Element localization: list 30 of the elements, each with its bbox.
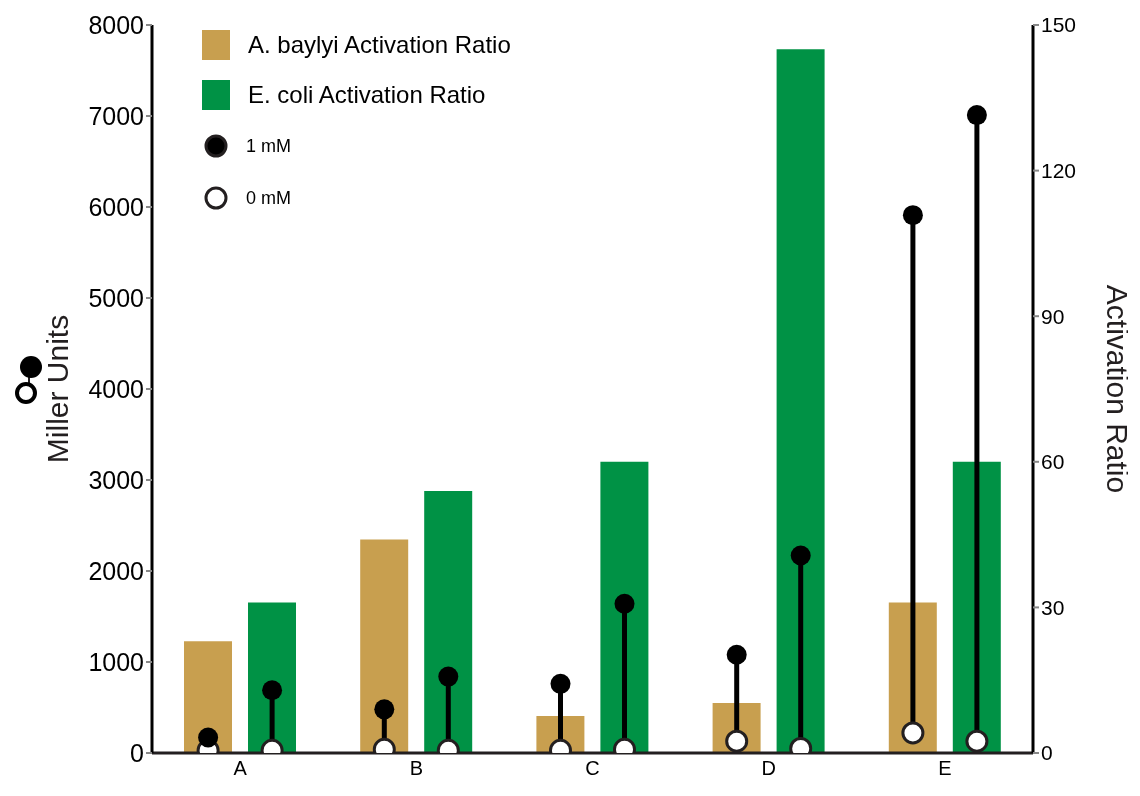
bar bbox=[360, 539, 409, 753]
y-axis-title: Miller Units bbox=[40, 314, 74, 464]
y-tick-label: 0 bbox=[130, 738, 144, 767]
x-tick-label: D bbox=[761, 757, 776, 780]
y2-tick-label: 0 bbox=[1041, 741, 1053, 765]
y2-tick-label: 150 bbox=[1041, 13, 1077, 37]
y-tick-label: 1000 bbox=[88, 647, 144, 676]
y-tick-label: 6000 bbox=[88, 192, 144, 221]
x-tick-label: C bbox=[585, 757, 600, 780]
y-tick-label: 5000 bbox=[88, 283, 144, 312]
legend-label: 1 mM bbox=[246, 135, 291, 157]
x-tick-label: B bbox=[409, 757, 423, 780]
x-tick-label: E bbox=[938, 757, 952, 780]
bar bbox=[424, 490, 473, 753]
y-tick-label: 3000 bbox=[88, 465, 144, 494]
y2-tick-label: 60 bbox=[1041, 450, 1065, 474]
bar bbox=[776, 49, 825, 753]
y-tick-label: 2000 bbox=[88, 556, 144, 585]
y-tick-label: 4000 bbox=[88, 374, 144, 403]
y2-tick-label: 90 bbox=[1041, 304, 1065, 328]
bar bbox=[600, 461, 649, 753]
x-tick-label: A bbox=[233, 757, 248, 780]
y2-tick-label: 30 bbox=[1041, 595, 1065, 619]
legend-label: E. coli Activation Ratio bbox=[248, 81, 486, 109]
y-tick-label: 7000 bbox=[88, 101, 144, 130]
bar bbox=[184, 641, 232, 753]
y2-tick-label: 120 bbox=[1041, 159, 1077, 183]
legend-label: A. baylyi Activation Ratio bbox=[248, 31, 511, 59]
legend-label: 0 mM bbox=[246, 187, 291, 209]
y-tick-label: 8000 bbox=[88, 10, 144, 39]
